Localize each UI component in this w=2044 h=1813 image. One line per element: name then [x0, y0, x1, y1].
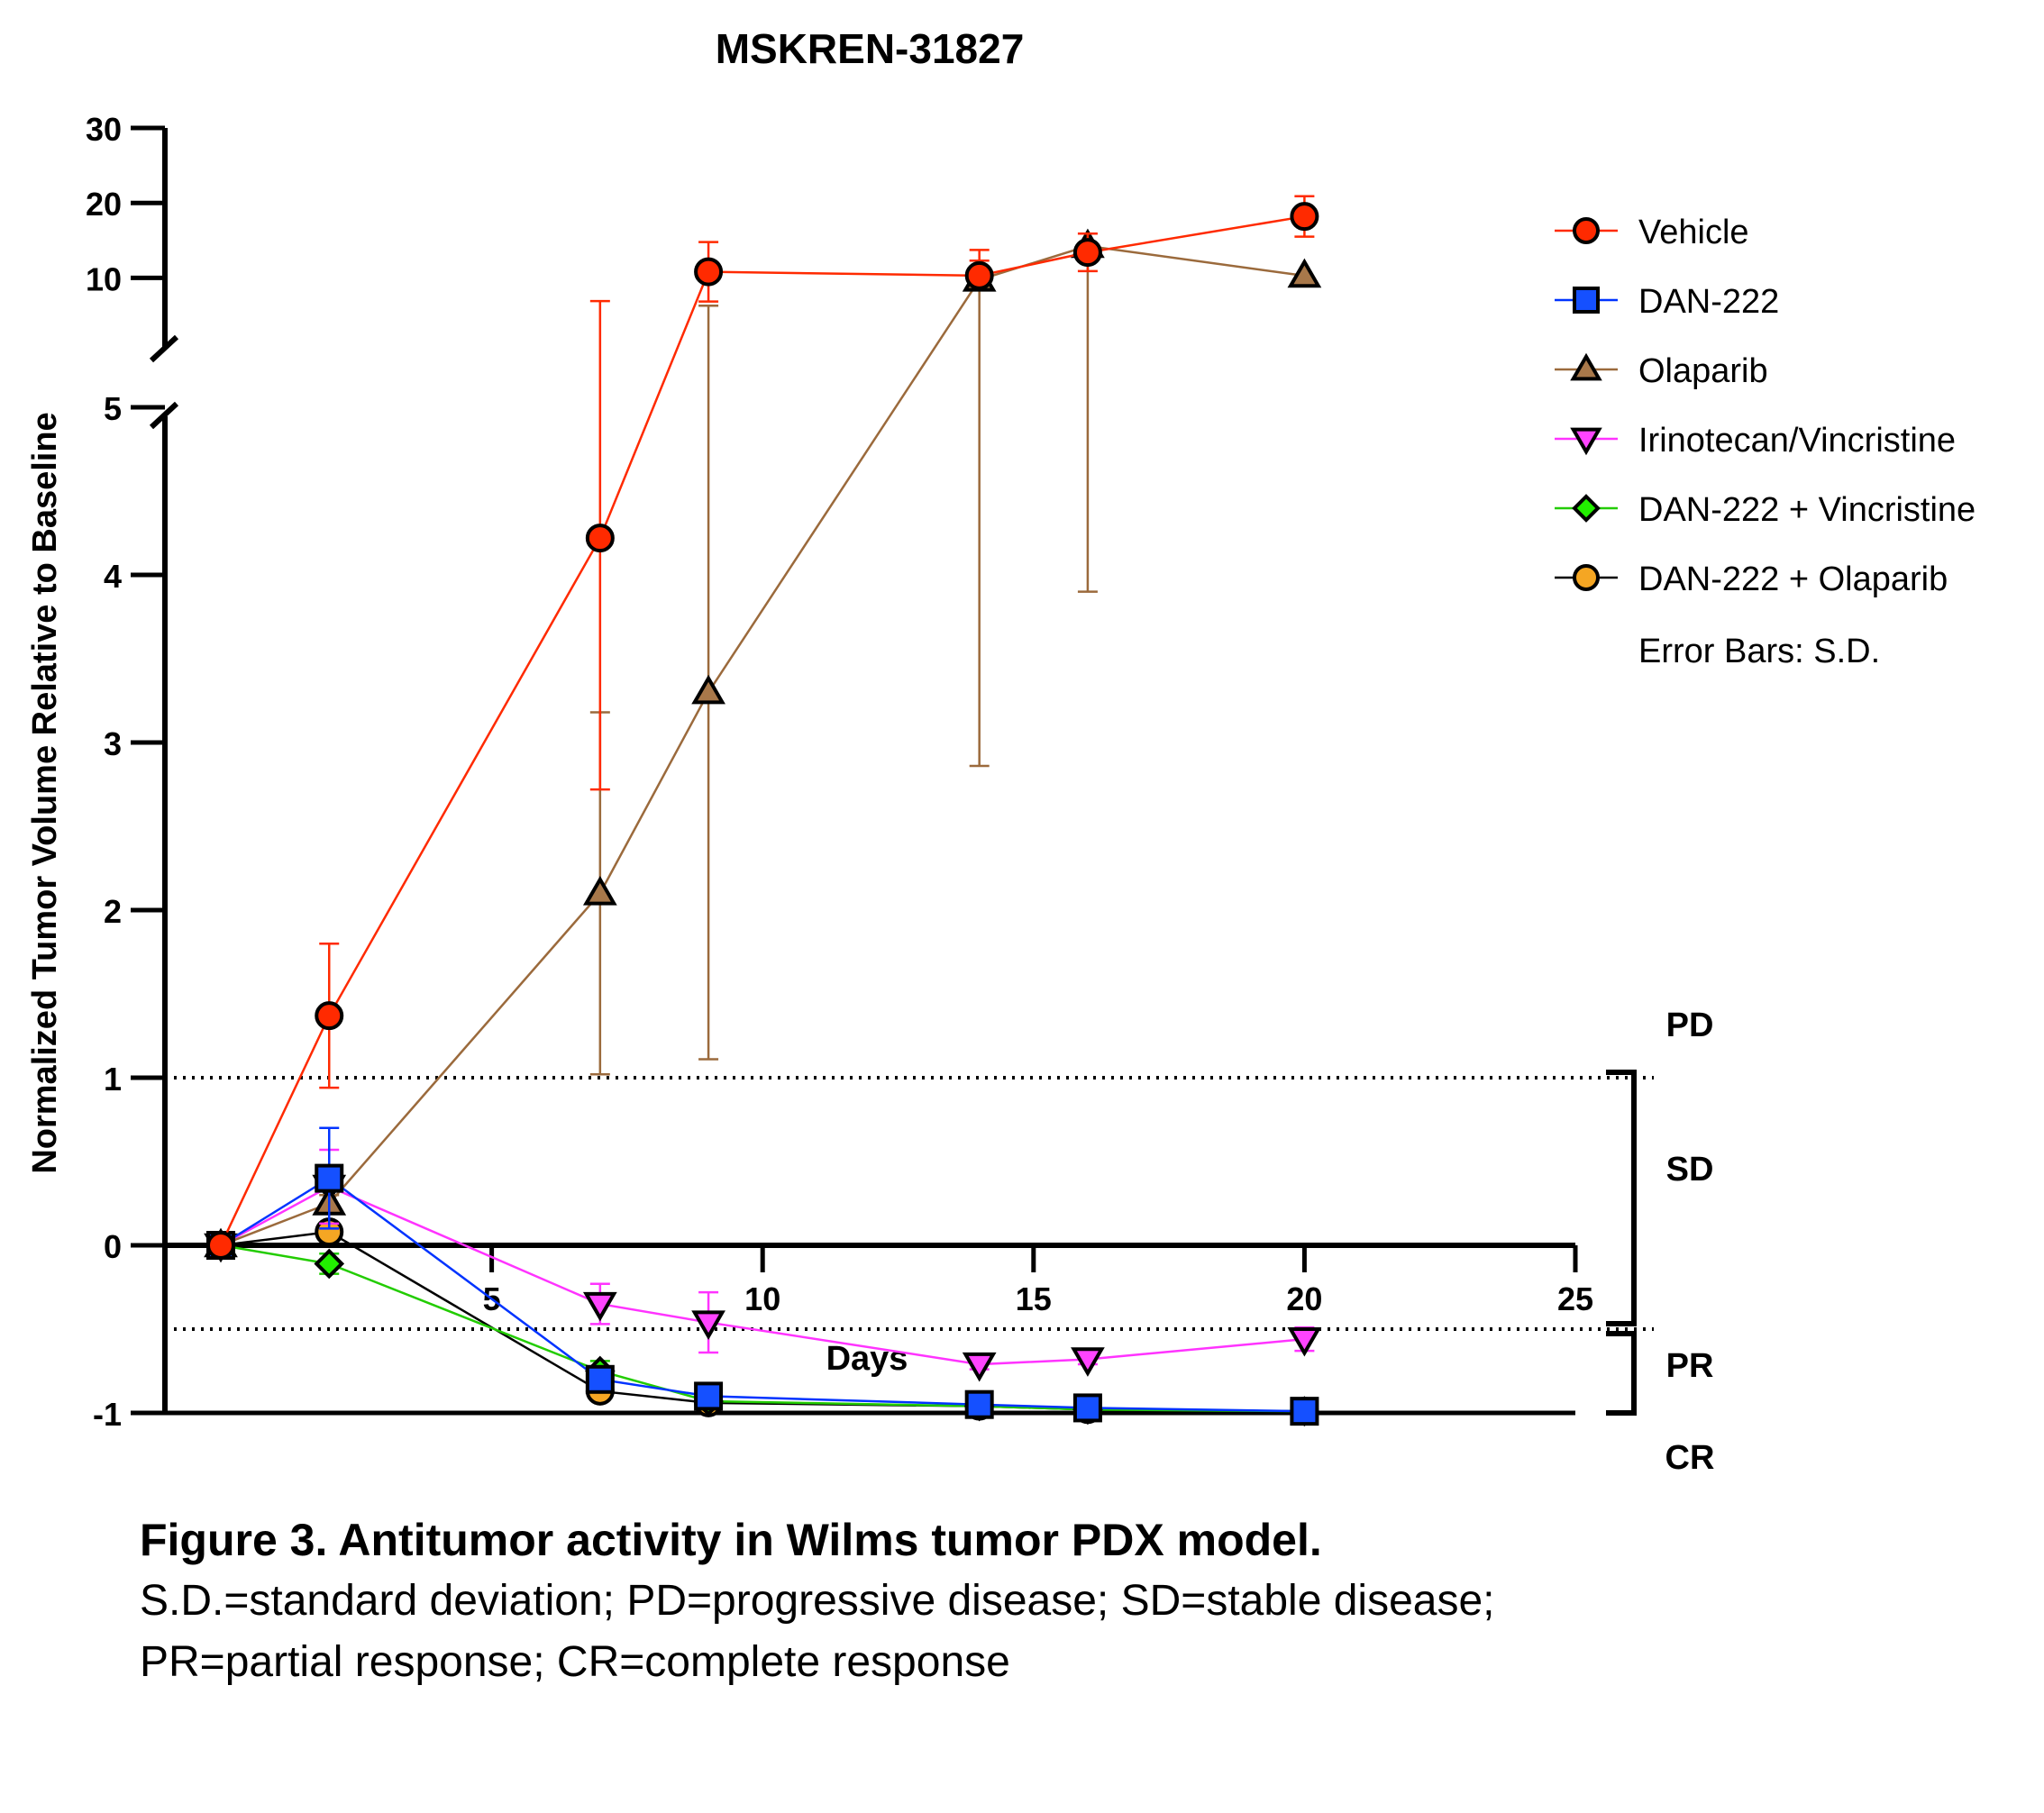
data-point-dan-222: [315, 1163, 344, 1193]
y-tick-label: 20: [86, 186, 122, 223]
data-point-irinotecan-vincristine: [962, 1352, 997, 1382]
data-point-vehicle: [585, 524, 615, 553]
zone-label-cr: CR: [1665, 1439, 1715, 1477]
legend-item-dan-222-vincristine: DAN-222 + Vincristine: [1555, 491, 1976, 529]
legend-item-dan-222-olaparib: DAN-222 + Olaparib: [1555, 560, 1948, 598]
data-point-dan-222: [964, 1389, 994, 1419]
legend-item-vehicle: Vehicle: [1555, 214, 1749, 251]
x-tick-label: 10: [744, 1280, 780, 1317]
y-tick-label: 5: [104, 390, 122, 427]
legend-label-irinotecan-vincristine: Irinotecan/Vincristine: [1638, 422, 1956, 460]
y-axis-label: Normalized Tumor Volume Relative to Base…: [26, 412, 64, 1173]
y-axis-break-mark: [149, 334, 179, 363]
data-point-vehicle: [1290, 202, 1319, 232]
pr-bracket: [1606, 1331, 1637, 1416]
legend-marker-dan-222: [1573, 287, 1600, 314]
data-point-dan-222-vincristine: [314, 1248, 345, 1280]
legend-label-dan-222: DAN-222: [1638, 283, 1779, 321]
series-dan-222: [206, 1126, 1319, 1426]
data-point-irinotecan-vincristine: [1071, 1347, 1105, 1377]
x-tick-label: 25: [1557, 1280, 1593, 1317]
series-line-olaparib: [220, 244, 1305, 1247]
data-point-olaparib: [1287, 258, 1322, 288]
data-point-irinotecan-vincristine: [582, 1291, 617, 1322]
series-olaparib: [204, 228, 1322, 1258]
data-point-olaparib: [582, 876, 617, 906]
y-axis-break-mark: [149, 401, 179, 430]
legend-label-dan-222-vincristine: DAN-222 + Vincristine: [1638, 491, 1976, 529]
legend-item-dan-222: DAN-222: [1555, 283, 1779, 321]
y-tick-label: 2: [104, 893, 122, 930]
series-vehicle: [206, 195, 1319, 1260]
data-point-vehicle: [964, 260, 994, 290]
legend-marker-dan-222-vincristine: [1572, 494, 1601, 523]
series-line-irinotecan-vincristine: [220, 1185, 1305, 1366]
legend-label-vehicle: Vehicle: [1638, 214, 1749, 251]
legend-item-olaparib: Olaparib: [1555, 352, 1768, 390]
y-tick-label: 1: [104, 1061, 122, 1098]
data-point-dan-222: [1072, 1393, 1102, 1423]
data-point-vehicle: [694, 257, 724, 287]
zone-label-sd: SD: [1666, 1151, 1714, 1189]
y-tick-label: 10: [86, 260, 122, 297]
legend-item-irinotecan-vincristine: Irinotecan/Vincristine: [1555, 422, 1956, 460]
zone-label-pr: PR: [1666, 1347, 1714, 1385]
legend-marker-irinotecan-vincristine: [1570, 427, 1602, 456]
caption-line-2: PR=partial response; CR=complete respons…: [140, 1638, 1010, 1686]
legend-label-olaparib: Olaparib: [1638, 352, 1768, 390]
error-bar-note: Error Bars: S.D.: [1638, 633, 1880, 670]
x-axis-label: Days: [826, 1340, 908, 1378]
legend-marker-vehicle: [1573, 217, 1600, 244]
series-line-vehicle: [219, 214, 1305, 1246]
y-tick-label: -1: [93, 1396, 122, 1433]
data-point-vehicle: [315, 1001, 344, 1031]
legend-marker-olaparib: [1570, 352, 1602, 381]
data-point-dan-222: [1290, 1397, 1319, 1426]
chart-title: MSKREN-31827: [716, 25, 1025, 72]
data-point-irinotecan-vincristine: [691, 1310, 725, 1340]
caption-title: Figure 3. Antitumor activity in Wilms tu…: [140, 1515, 1322, 1565]
data-point-dan-222: [585, 1364, 615, 1394]
y-tick-label: 0: [104, 1228, 122, 1265]
zone-label-pd: PD: [1666, 1007, 1714, 1044]
y-tick-label: 30: [86, 111, 122, 148]
x-tick-label: 20: [1286, 1280, 1322, 1317]
x-tick-label: 15: [1016, 1280, 1052, 1317]
data-point-olaparib: [691, 674, 725, 705]
figure-caption: Figure 3. Antitumor activity in Wilms tu…: [140, 1509, 1942, 1693]
data-point-vehicle: [1072, 238, 1102, 268]
sd-bracket: [1606, 1070, 1637, 1326]
data-point-vehicle: [206, 1231, 235, 1260]
y-tick-label: 4: [104, 558, 122, 595]
legend-label-dan-222-olaparib: DAN-222 + Olaparib: [1638, 560, 1948, 598]
data-point-dan-222: [694, 1381, 724, 1411]
data-point-irinotecan-vincristine: [1287, 1326, 1322, 1357]
caption-line-1: S.D.=standard deviation; PD=progressive …: [140, 1577, 1495, 1625]
y-tick-label: 3: [104, 725, 122, 762]
legend-marker-dan-222-olaparib: [1573, 564, 1600, 591]
